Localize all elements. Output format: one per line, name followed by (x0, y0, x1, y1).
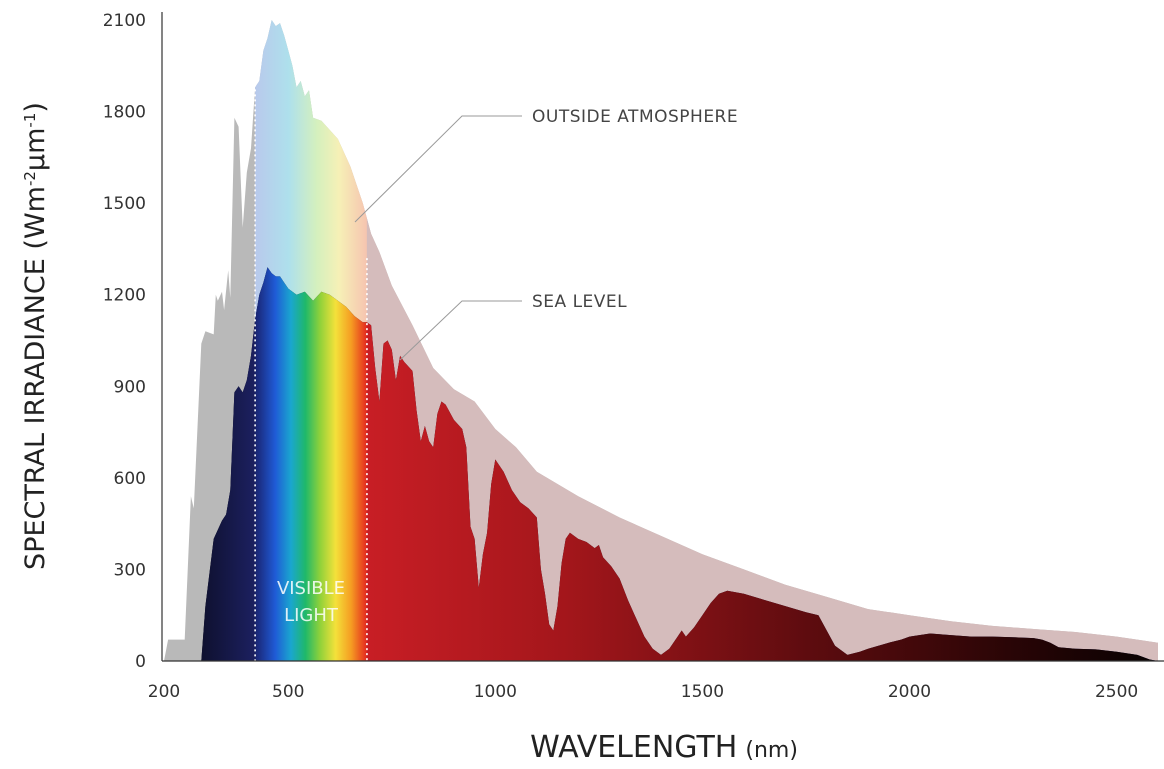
y-tick-label: 300 (114, 560, 146, 580)
x-tick-label: 1500 (681, 682, 724, 702)
y-tick-label: 2100 (103, 11, 146, 31)
x-axis-title: WAVELENGTH (nm) (530, 730, 798, 765)
y-tick-label: 0 (135, 652, 146, 672)
visible-light-label-line2: LIGHT (284, 605, 339, 626)
y-axis-title: SPECTRAL IRRADIANCE (Wm-2μm-1) (20, 102, 51, 570)
x-tick-label: 2500 (1095, 682, 1138, 702)
outside-atmosphere-leader (354, 115, 522, 223)
x-tick-labels: 200 500 1000 1500 2000 2500 (148, 682, 1138, 702)
x-tick-label: 2000 (888, 682, 931, 702)
outside-atmosphere-label: OUTSIDE ATMOSPHERE (532, 107, 738, 127)
x-tick-label: 1000 (474, 682, 517, 702)
y-tick-label: 900 (114, 377, 146, 397)
sea-infrared-band (366, 267, 1159, 661)
y-tick-labels: 0 300 600 900 1200 1500 1800 2100 (103, 11, 146, 672)
visible-light-label-line1: VISIBLE (277, 578, 345, 599)
y-tick-label: 1500 (103, 194, 146, 214)
y-tick-label: 1800 (103, 103, 146, 123)
sea-level-label: SEA LEVEL (532, 292, 627, 312)
sea-level-leader (399, 300, 522, 361)
sea-visible-band (255, 267, 367, 661)
x-tick-label: 500 (272, 682, 304, 702)
y-tick-label: 1200 (103, 286, 146, 306)
y-tick-label: 600 (114, 469, 146, 489)
x-tick-label: 200 (148, 682, 180, 702)
